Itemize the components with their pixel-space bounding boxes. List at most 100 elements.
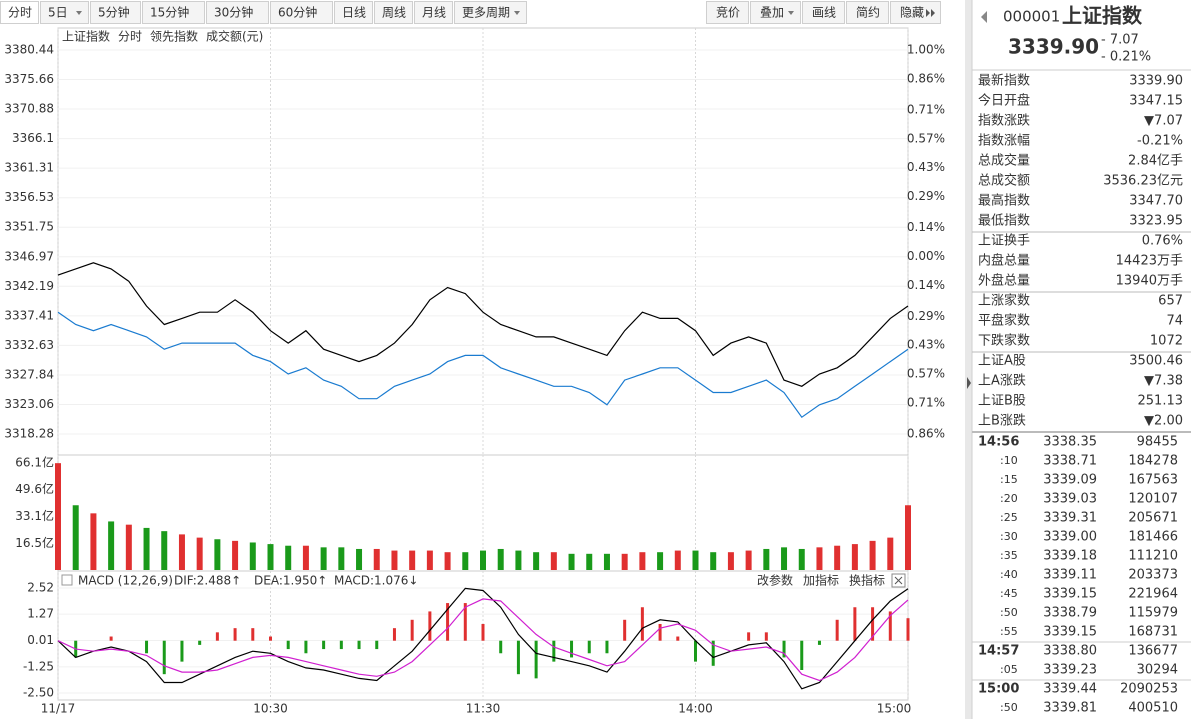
x-tick-label: 10:30 (253, 702, 288, 716)
tick-time: 14:56 (978, 435, 1019, 450)
volume-bar (745, 550, 752, 570)
y-tick-label: 3342.19 (4, 279, 54, 293)
volume-bar (497, 548, 504, 570)
indicator-value: DEA:1.950↑ (254, 574, 327, 588)
expand-icon (926, 9, 930, 17)
volume-bar (480, 550, 486, 570)
y2-tick-label: 0.14% (907, 220, 945, 234)
toolbar-button[interactable] (802, 1, 845, 24)
volume-bar (816, 547, 823, 570)
toolbar-label: 60分钟 (278, 5, 317, 20)
field-label: 内盘总量 (978, 253, 1030, 269)
volume-bar (621, 553, 628, 570)
indicator-value: MACD:1.076↓ (334, 574, 418, 588)
field-label: 上B涨跌 (978, 413, 1026, 429)
tick-time: :35 (1000, 549, 1018, 562)
toolbar-button[interactable] (890, 1, 941, 24)
field-value: 3347.70 (1129, 194, 1183, 209)
volume-bar (692, 550, 699, 570)
field-label: 上证B股 (978, 394, 1026, 409)
toolbar-button[interactable] (846, 1, 889, 24)
volume-bar (214, 539, 221, 570)
y2-tick-label: 0.57% (907, 131, 945, 145)
indicator-icon[interactable] (61, 574, 73, 586)
toolbar-label: 更多周期 (462, 6, 510, 20)
tick-price: 3339.09 (1043, 473, 1097, 488)
volume-bar (515, 550, 522, 570)
macd-bar (481, 623, 485, 641)
y-tick-label: 3351.75 (4, 220, 54, 234)
tick-volume: 115979 (1128, 606, 1178, 621)
y-tick-label: 33.1亿 (15, 508, 54, 523)
price-line (57, 262, 909, 387)
indicator-action[interactable]: 加指标 (803, 573, 839, 588)
volume-bar (90, 513, 97, 570)
toolbar-button[interactable] (414, 1, 453, 24)
volume-bar (781, 547, 788, 570)
volume-bar (409, 550, 416, 570)
field-value: 3347.15 (1129, 94, 1183, 109)
macd-bar (764, 632, 768, 641)
x-tick-label: 11/17 (41, 702, 76, 716)
y2-tick-label: 0.43% (907, 338, 945, 352)
tick-time: :05 (1000, 663, 1018, 676)
toolbar-button[interactable] (142, 1, 205, 24)
x-tick-label: 15:00 (877, 702, 912, 716)
y2-tick-label: 0.43% (907, 160, 945, 174)
y2-tick-label: 1.00% (907, 43, 945, 57)
toolbar-button[interactable] (206, 1, 269, 24)
indicator-action[interactable]: 改参数 (757, 573, 793, 588)
tick-time: :30 (1000, 530, 1018, 543)
toolbar-button[interactable] (750, 1, 801, 24)
y2-tick-label: 0.57% (907, 367, 945, 381)
y-tick-label: 3375.66 (4, 72, 54, 86)
y-tick-label: 3361.31 (4, 161, 54, 175)
volume-bar (356, 548, 363, 570)
toolbar-label: 30分钟 (214, 5, 253, 20)
macd-bar (286, 640, 290, 650)
stock-name: 上证指数 (1062, 4, 1143, 28)
field-value: 3323.95 (1129, 214, 1183, 229)
field-value: 3339.90 (1129, 74, 1183, 89)
field-value: 3500.46 (1129, 354, 1183, 369)
toolbar-button[interactable] (454, 1, 527, 24)
macd-bar (109, 636, 113, 641)
toolbar-label: 月线 (422, 6, 446, 20)
prev-arrow[interactable] (981, 11, 987, 23)
y-tick-label: 3366.1 (12, 131, 54, 145)
macd-bar (145, 640, 149, 654)
x-tick-label: 11:30 (466, 702, 501, 716)
toolbar-button[interactable] (334, 1, 373, 24)
tick-volume: 168731 (1128, 625, 1178, 640)
field-label: 上证换手 (978, 234, 1030, 249)
volume-bar (285, 545, 292, 570)
y-tick-label: 3332.63 (4, 338, 54, 352)
field-label: 指数涨幅 (978, 134, 1030, 149)
toolbar-button[interactable] (0, 1, 39, 24)
chart-title: 上证指数 (62, 29, 110, 44)
y-tick-label: 1.27 (27, 607, 54, 621)
toolbar-button[interactable] (706, 1, 749, 24)
macd-bar (782, 640, 786, 658)
tick-price: 3339.00 (1043, 530, 1097, 545)
y-tick-label: 3370.88 (4, 102, 54, 116)
volume-bar (550, 552, 557, 570)
toolbar-button[interactable] (40, 1, 89, 24)
toolbar-button[interactable] (374, 1, 413, 24)
toolbar-button[interactable] (90, 1, 141, 24)
tick-price: 3339.81 (1043, 701, 1097, 716)
toolbar-button[interactable] (270, 1, 333, 24)
y2-tick-label: 0.00% (907, 249, 945, 263)
dropdown-icon (514, 11, 520, 15)
indicator-action[interactable]: 换指标 (849, 573, 885, 588)
macd-bar (534, 640, 538, 679)
volume-bar (727, 552, 734, 570)
price-change-pct: - 0.21% (1101, 50, 1151, 65)
macd-bar (251, 628, 255, 641)
y-tick-label: 3323.06 (4, 397, 54, 411)
macd-bar (446, 603, 450, 641)
field-label: 指数涨跌 (978, 113, 1030, 129)
splitter[interactable] (965, 0, 972, 719)
